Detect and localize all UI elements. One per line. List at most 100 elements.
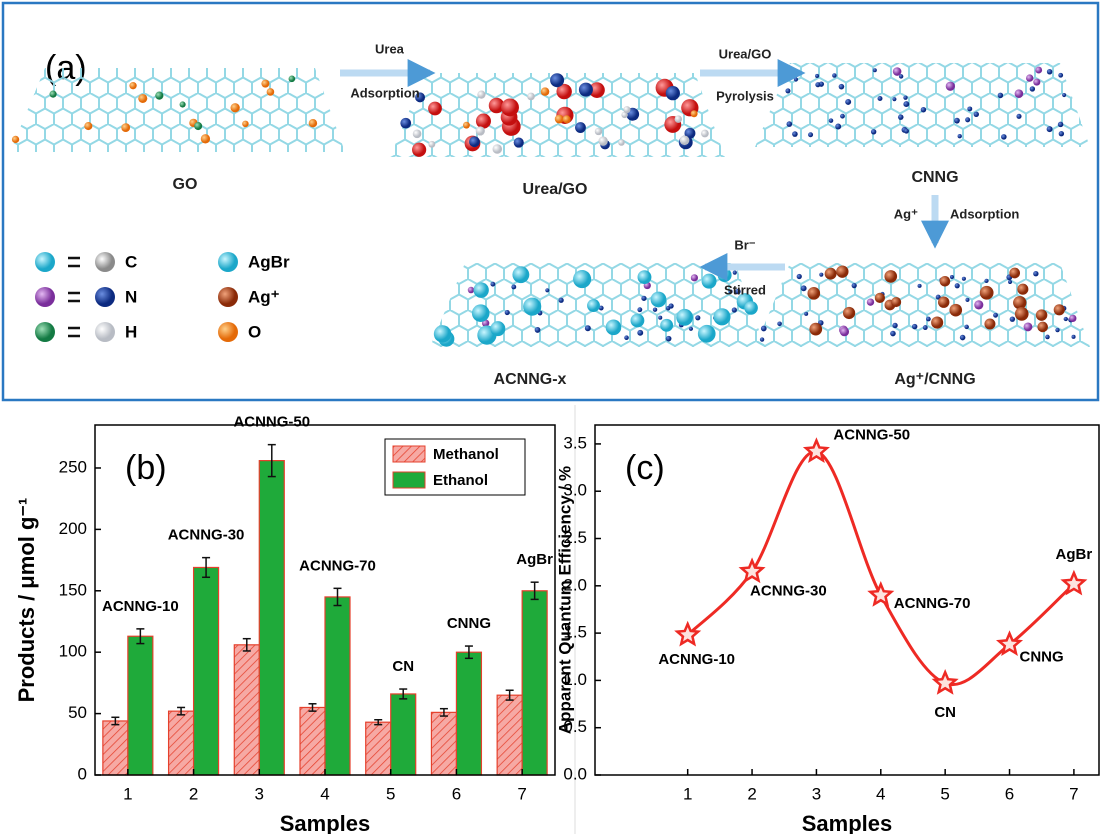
bar (234, 645, 259, 775)
y-tick-label: 250 (59, 457, 87, 476)
x-tick-label: 4 (320, 784, 329, 803)
atom (511, 284, 516, 289)
atom (575, 122, 586, 133)
atom (535, 327, 541, 333)
atom (563, 115, 571, 123)
atom (785, 88, 790, 93)
atom (651, 292, 667, 308)
sheet-label: Urea/GO (523, 181, 588, 198)
sheet-label: ACNNG-x (494, 371, 567, 388)
step-label: Adsorption (350, 85, 419, 100)
x-axis-label: Samples (802, 811, 893, 834)
atom (1024, 322, 1033, 331)
atom (1036, 309, 1047, 320)
legend-swatch (393, 446, 425, 462)
atom (993, 313, 998, 318)
point-label: ACNNG-10 (658, 651, 735, 668)
atom (505, 310, 510, 315)
scheme-panel: (a) Urea Adsorption Urea/GO Pyrolysis Ag… (3, 3, 1098, 400)
legend-sphere (218, 287, 238, 307)
atom (1037, 322, 1048, 333)
atom (940, 276, 951, 287)
atom (492, 144, 502, 154)
atom (1069, 315, 1076, 322)
atom (964, 325, 968, 329)
atom (1059, 131, 1064, 136)
atom (559, 298, 564, 303)
bar-annotation: ACNNG-70 (299, 557, 376, 574)
atom (807, 287, 820, 300)
atom (631, 314, 645, 328)
point-label: CNNG (1020, 648, 1064, 665)
atom (695, 315, 700, 320)
atom (713, 308, 730, 325)
atom (412, 143, 426, 157)
legend-sphere (95, 252, 115, 272)
legend-sphere (218, 252, 238, 272)
sheet-label: Ag⁺/CNNG (894, 371, 975, 388)
bar-annotation: CNNG (447, 615, 491, 632)
bar (259, 461, 284, 775)
atom (1047, 69, 1053, 75)
legend-label: O (248, 322, 261, 341)
atom (918, 284, 922, 288)
atom (472, 304, 490, 322)
atom (689, 327, 693, 331)
atom (903, 95, 907, 99)
atom (267, 88, 275, 96)
atom (825, 268, 837, 280)
atom (545, 288, 549, 292)
bar (300, 707, 325, 775)
atom (984, 279, 988, 283)
atom (428, 141, 435, 148)
atom (884, 270, 897, 283)
atom (675, 115, 683, 123)
bar (103, 721, 128, 775)
atom (926, 317, 931, 322)
atom (829, 118, 834, 123)
atom (514, 138, 524, 148)
step-label: Ag⁺ (894, 206, 918, 221)
atom (637, 307, 642, 312)
bar (391, 694, 416, 775)
figure: (a) Urea Adsorption Urea/GO Pyrolysis Ag… (0, 0, 1102, 834)
atom (1008, 280, 1012, 284)
atom (476, 126, 485, 135)
legend-label: Ethanol (433, 472, 488, 489)
atom (892, 97, 896, 101)
legend-sphere (35, 322, 55, 342)
atom (598, 136, 607, 145)
bar-annotation: AgBr (516, 551, 553, 568)
atom (463, 122, 470, 129)
x-tick-label: 3 (255, 784, 264, 803)
point-label: CN (934, 704, 956, 721)
legend-sphere (95, 287, 115, 307)
sheet-label: CNNG (911, 169, 958, 186)
atom (974, 112, 979, 117)
legend-sphere (95, 322, 115, 342)
atom (797, 274, 802, 279)
x-tick-label: 1 (683, 784, 692, 803)
atom (974, 300, 983, 309)
atom (965, 117, 970, 122)
atom (760, 337, 764, 341)
atom (1071, 335, 1075, 339)
step-label: Adsorption (950, 206, 1019, 221)
legend-label: H (125, 322, 137, 341)
atom (921, 107, 926, 112)
atom (1009, 268, 1020, 279)
atom (12, 136, 19, 143)
atom (903, 101, 909, 107)
atom (875, 293, 885, 303)
atom (194, 122, 202, 130)
atom (840, 327, 849, 336)
x-tick-label: 6 (452, 784, 461, 803)
atom (501, 98, 519, 116)
atom (469, 136, 480, 147)
atom (923, 325, 928, 330)
atom (1058, 122, 1064, 128)
atom (893, 67, 902, 76)
atom (541, 87, 550, 96)
atom (958, 134, 962, 138)
point-label: AgBr (1056, 546, 1093, 563)
